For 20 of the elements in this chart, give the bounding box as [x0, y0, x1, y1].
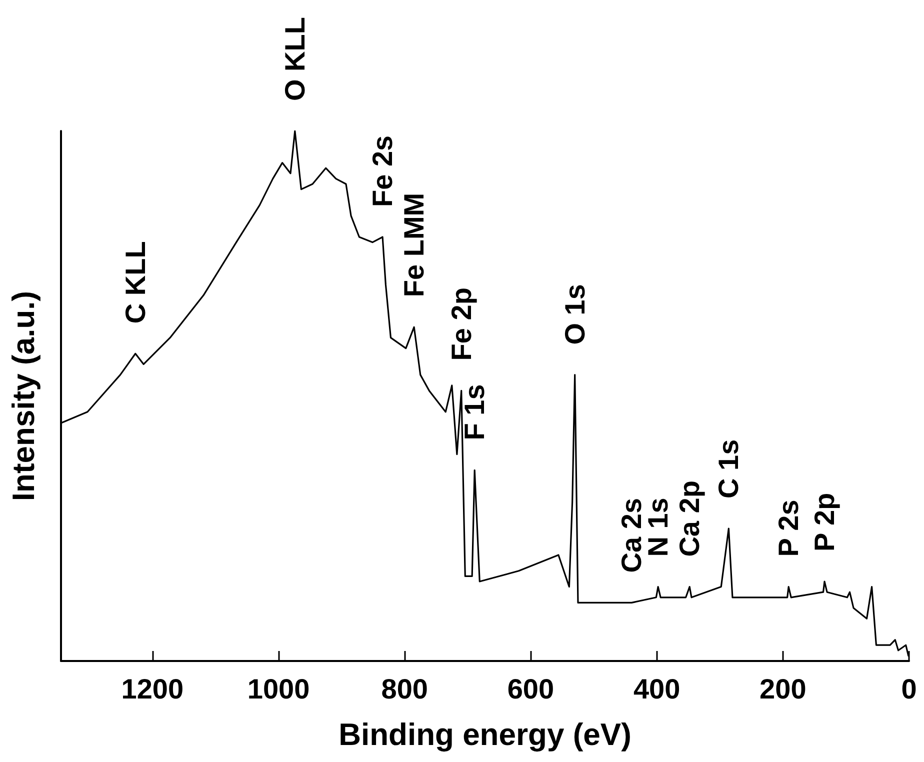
annotation: Ca 2p	[674, 480, 706, 557]
x-tick-label: 1200	[121, 674, 184, 704]
annotation: F 1s	[459, 384, 490, 440]
annotation: C KLL	[120, 241, 151, 324]
y-axis-title: Intensity (a.u.)	[6, 290, 41, 502]
annotation: C 1s	[713, 439, 744, 498]
annotation: P 2p	[809, 492, 840, 552]
annotation: Fe 2s	[367, 135, 398, 207]
x-tick-label: 400	[633, 674, 680, 704]
x-tick-label: 1000	[247, 674, 310, 704]
annotation: Fe LMM	[398, 192, 430, 298]
annotation: O 1s	[559, 284, 590, 345]
x-tick-label: 600	[507, 674, 554, 704]
x-axis-title: Binding energy (eV)	[338, 717, 632, 752]
x-tick-label: 200	[760, 674, 806, 704]
annotation: P 2s	[773, 500, 804, 557]
annotation: O KLL	[279, 17, 310, 101]
x-tick-label: 800	[381, 674, 428, 704]
x-tick-label: 0	[901, 674, 917, 704]
annotation: Fe 2p	[446, 288, 477, 361]
